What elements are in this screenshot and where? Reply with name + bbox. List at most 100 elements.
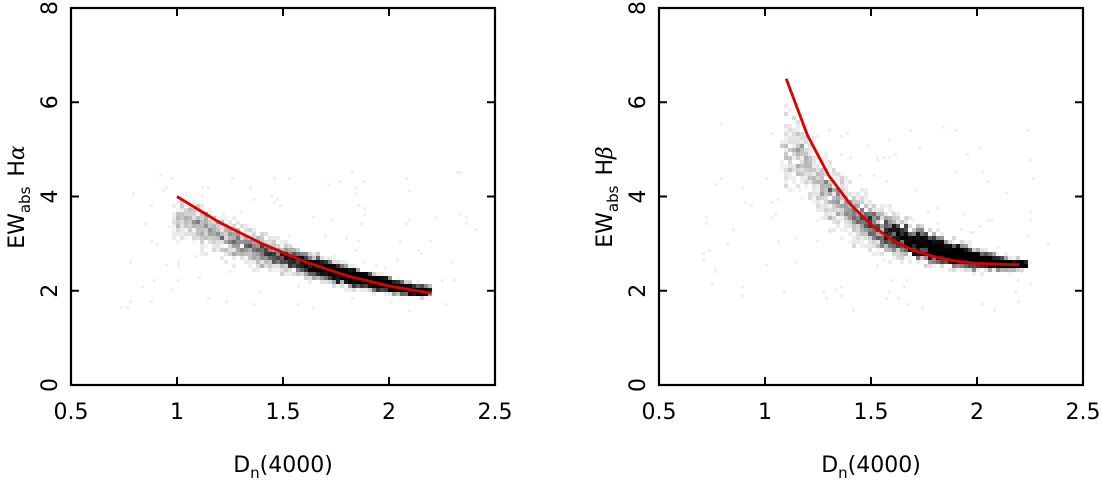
density-cell bbox=[240, 248, 244, 252]
density-cell bbox=[256, 252, 260, 256]
density-cell bbox=[212, 240, 216, 244]
density-cell bbox=[904, 248, 908, 252]
density-cell bbox=[176, 240, 180, 244]
density-cell bbox=[988, 252, 992, 256]
density-cell bbox=[984, 268, 988, 272]
density-cell bbox=[840, 180, 844, 184]
density-cell bbox=[212, 220, 216, 224]
density-cell bbox=[808, 196, 812, 200]
density-cell bbox=[888, 260, 892, 264]
density-cell bbox=[896, 224, 900, 228]
density-cell bbox=[1008, 264, 1012, 268]
density-cell bbox=[848, 216, 852, 220]
density-cell bbox=[848, 240, 852, 244]
density-cell bbox=[996, 264, 1000, 268]
density-cell bbox=[324, 264, 328, 268]
density-cell bbox=[312, 260, 316, 264]
density-cell bbox=[796, 164, 800, 168]
density-cell bbox=[244, 248, 248, 252]
density-cell bbox=[956, 244, 960, 248]
density-cell bbox=[368, 272, 372, 276]
density-cell bbox=[320, 268, 324, 272]
density-cell bbox=[400, 292, 404, 296]
density-cell bbox=[848, 216, 852, 220]
density-cell bbox=[192, 220, 196, 224]
density-cell bbox=[284, 268, 288, 272]
density-cell bbox=[836, 204, 840, 208]
density-cell bbox=[244, 244, 248, 248]
density-cell bbox=[272, 252, 276, 256]
density-cell bbox=[384, 276, 388, 280]
density-cell bbox=[260, 256, 264, 260]
density-cell bbox=[256, 236, 260, 240]
density-cell bbox=[200, 204, 204, 208]
density-cell bbox=[964, 268, 968, 272]
density-cell bbox=[268, 256, 272, 260]
density-cell bbox=[856, 236, 860, 240]
density-cell bbox=[256, 244, 260, 248]
density-cell bbox=[836, 200, 840, 204]
density-cell bbox=[984, 252, 988, 256]
density-cell bbox=[244, 248, 248, 252]
density-cell bbox=[380, 288, 384, 292]
density-cell bbox=[212, 232, 216, 236]
density-cell bbox=[804, 136, 808, 140]
density-cell bbox=[860, 228, 864, 232]
density-outlier bbox=[171, 288, 174, 291]
density-cell bbox=[424, 292, 428, 296]
density-cell bbox=[816, 200, 820, 204]
density-cell bbox=[412, 284, 416, 288]
density-cell bbox=[944, 260, 948, 264]
density-cell bbox=[884, 236, 888, 240]
density-outlier bbox=[240, 210, 243, 213]
density-cell bbox=[912, 252, 916, 256]
density-cell bbox=[836, 220, 840, 224]
density-cell bbox=[244, 260, 248, 264]
density-cell bbox=[244, 240, 248, 244]
density-cell bbox=[372, 272, 376, 276]
density-cell bbox=[200, 212, 204, 216]
density-cell bbox=[784, 112, 788, 116]
density-cell bbox=[984, 252, 988, 256]
density-cell bbox=[820, 180, 824, 184]
density-cell bbox=[868, 200, 872, 204]
density-cell bbox=[876, 216, 880, 220]
density-cell bbox=[352, 272, 356, 276]
density-cell bbox=[792, 116, 796, 120]
density-cell bbox=[256, 264, 260, 268]
density-outlier bbox=[333, 258, 336, 261]
density-cell bbox=[288, 260, 292, 264]
density-cell bbox=[396, 284, 400, 288]
density-cell bbox=[340, 268, 344, 272]
density-cell bbox=[392, 292, 396, 296]
density-cell bbox=[1016, 260, 1020, 264]
density-cell bbox=[180, 216, 184, 220]
density-cell bbox=[804, 156, 808, 160]
density-outlier bbox=[435, 216, 438, 219]
density-cell bbox=[188, 228, 192, 232]
density-cell bbox=[220, 240, 224, 244]
density-cell bbox=[308, 280, 312, 284]
density-cell bbox=[180, 212, 184, 216]
density-cell bbox=[796, 184, 800, 188]
density-cell bbox=[792, 180, 796, 184]
density-cell bbox=[268, 256, 272, 260]
density-outlier bbox=[300, 255, 303, 258]
density-cell bbox=[904, 228, 908, 232]
density-cell bbox=[340, 264, 344, 268]
density-cell bbox=[260, 248, 264, 252]
density-cell bbox=[240, 248, 244, 252]
density-cell bbox=[188, 224, 192, 228]
density-cell bbox=[820, 172, 824, 176]
density-cell bbox=[1000, 256, 1004, 260]
density-cell bbox=[836, 204, 840, 208]
density-cell bbox=[996, 264, 1000, 268]
density-cell bbox=[316, 268, 320, 272]
density-cell bbox=[300, 272, 304, 276]
density-cell bbox=[1004, 264, 1008, 268]
density-cell bbox=[308, 256, 312, 260]
density-cell bbox=[248, 244, 252, 248]
density-cell bbox=[796, 148, 800, 152]
density-cell bbox=[336, 268, 340, 272]
